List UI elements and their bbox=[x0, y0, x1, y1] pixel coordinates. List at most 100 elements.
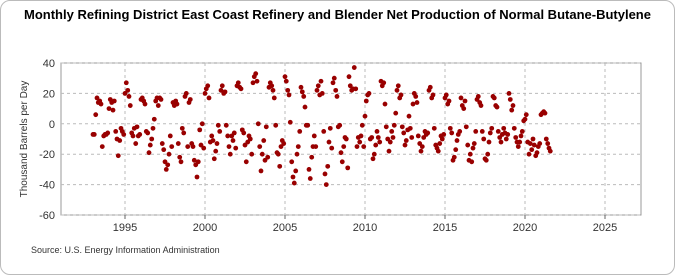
point bbox=[223, 122, 229, 128]
point bbox=[265, 154, 271, 160]
point bbox=[231, 130, 237, 136]
point bbox=[106, 106, 112, 111]
point bbox=[409, 135, 415, 140]
point bbox=[334, 94, 340, 99]
point bbox=[306, 167, 312, 172]
point bbox=[461, 106, 467, 111]
point bbox=[277, 163, 283, 169]
point bbox=[391, 122, 397, 128]
point bbox=[439, 136, 445, 142]
point bbox=[414, 100, 420, 105]
point bbox=[307, 176, 313, 181]
point bbox=[219, 83, 225, 89]
point bbox=[529, 147, 535, 153]
point bbox=[190, 144, 196, 150]
point bbox=[243, 159, 249, 165]
point bbox=[178, 159, 184, 165]
point bbox=[530, 136, 536, 142]
point bbox=[211, 156, 217, 162]
point bbox=[523, 112, 529, 118]
point bbox=[399, 124, 405, 130]
point bbox=[281, 141, 287, 146]
x-tick-label: 2015 bbox=[433, 222, 457, 234]
point bbox=[149, 136, 155, 142]
point bbox=[293, 168, 299, 174]
y-axis-label: Thousand Barrels per Day bbox=[19, 81, 30, 198]
point bbox=[225, 133, 231, 139]
point bbox=[489, 125, 495, 131]
point bbox=[537, 141, 543, 146]
point bbox=[331, 75, 337, 81]
point bbox=[481, 136, 487, 142]
y-tick-label: 40 bbox=[43, 58, 55, 70]
point bbox=[403, 138, 409, 143]
point bbox=[133, 141, 139, 146]
point bbox=[222, 89, 228, 95]
point bbox=[518, 133, 524, 139]
point bbox=[201, 145, 207, 151]
point bbox=[526, 151, 532, 157]
point bbox=[191, 157, 197, 163]
point bbox=[435, 148, 441, 154]
point bbox=[257, 144, 263, 150]
point bbox=[406, 113, 412, 119]
point bbox=[313, 144, 319, 150]
point bbox=[515, 144, 521, 150]
point bbox=[142, 101, 148, 107]
point bbox=[147, 142, 153, 148]
point bbox=[479, 129, 485, 134]
point bbox=[258, 168, 264, 174]
point bbox=[519, 129, 525, 134]
point bbox=[469, 159, 475, 165]
point bbox=[363, 98, 369, 104]
point bbox=[410, 101, 416, 107]
point bbox=[159, 141, 165, 146]
y-tick-label: -60 bbox=[39, 210, 55, 222]
point bbox=[297, 129, 303, 134]
point bbox=[534, 150, 540, 156]
point bbox=[446, 98, 452, 104]
point bbox=[167, 133, 173, 139]
point bbox=[298, 84, 304, 90]
point bbox=[311, 133, 317, 139]
point bbox=[271, 95, 277, 101]
point bbox=[210, 138, 216, 143]
point bbox=[321, 129, 327, 134]
point bbox=[99, 144, 105, 150]
source: Source: U.S. Energy Information Administ… bbox=[31, 245, 220, 255]
point bbox=[346, 74, 352, 80]
point bbox=[213, 148, 219, 154]
point bbox=[323, 182, 329, 188]
point bbox=[217, 129, 223, 134]
point bbox=[401, 130, 407, 136]
point bbox=[283, 78, 289, 84]
point bbox=[425, 130, 431, 136]
point bbox=[327, 125, 333, 131]
point bbox=[354, 144, 360, 150]
point bbox=[419, 144, 425, 150]
point bbox=[285, 87, 291, 93]
point bbox=[389, 129, 395, 134]
point bbox=[282, 74, 288, 80]
point bbox=[531, 142, 537, 148]
point bbox=[487, 130, 493, 136]
point bbox=[413, 94, 419, 99]
point bbox=[261, 138, 267, 143]
point bbox=[522, 116, 528, 122]
point bbox=[394, 87, 400, 93]
point bbox=[253, 71, 259, 77]
point bbox=[467, 151, 473, 157]
point bbox=[443, 92, 449, 98]
y-tick-label: -40 bbox=[39, 180, 55, 192]
point bbox=[437, 141, 443, 146]
y-tick-label: 0 bbox=[49, 119, 55, 131]
point bbox=[463, 124, 469, 130]
point bbox=[506, 91, 512, 96]
chart-title: Monthly Refining District East Coast Ref… bbox=[24, 7, 651, 22]
point bbox=[483, 157, 489, 163]
point bbox=[398, 92, 404, 98]
point bbox=[361, 144, 367, 150]
point bbox=[249, 151, 255, 157]
point bbox=[513, 135, 519, 140]
